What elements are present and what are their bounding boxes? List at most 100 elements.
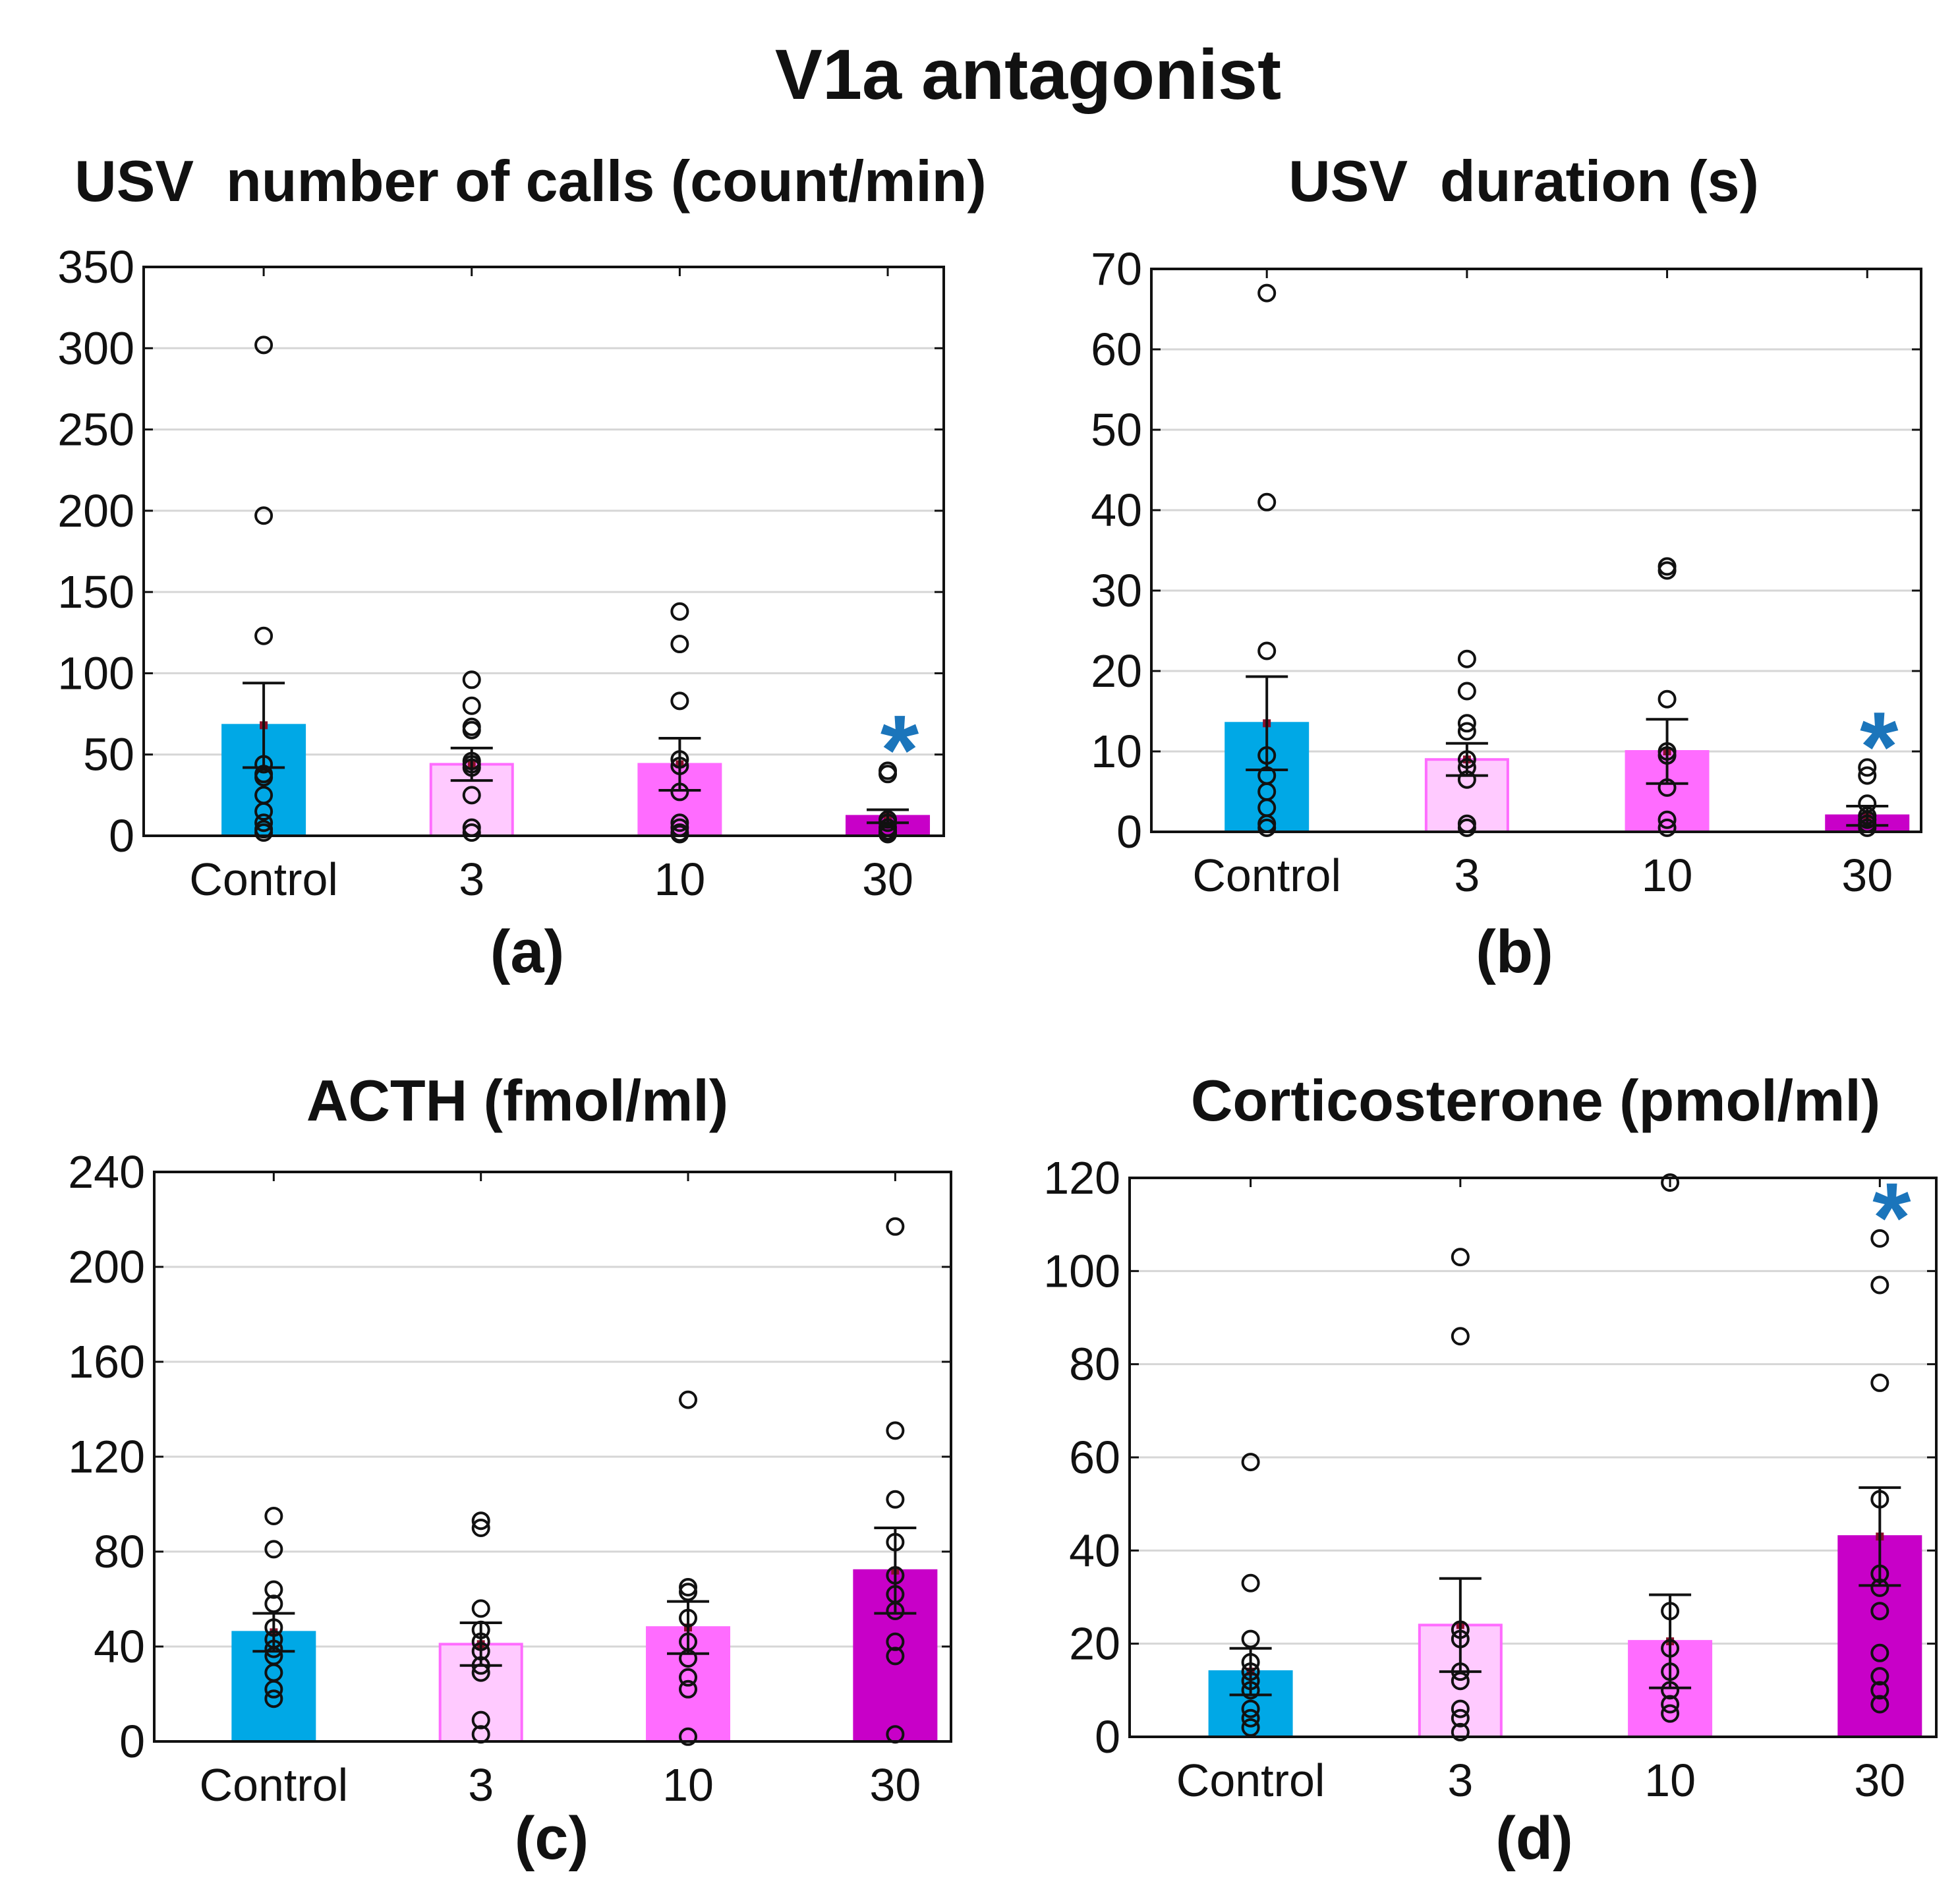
y-tick-label: 150 xyxy=(57,566,134,618)
y-tick-label: 10 xyxy=(1091,726,1142,777)
data-point xyxy=(1870,1602,1889,1621)
x-tick-label: 3 xyxy=(468,1759,494,1811)
x-tick-label: 30 xyxy=(869,1759,921,1811)
data-point xyxy=(1451,1629,1470,1649)
data-point xyxy=(254,506,274,525)
data-point xyxy=(462,786,481,805)
data-point xyxy=(1257,641,1277,660)
data-point xyxy=(1451,1699,1470,1718)
data-point xyxy=(1451,1662,1470,1681)
panel-a-title: USV number of calls (count/min) xyxy=(74,148,987,214)
data-point xyxy=(1870,1667,1889,1686)
data-point xyxy=(1661,1695,1680,1714)
panel-b-plot: Control 3 10 30 * 0 10 20 30 40 50 60 70 xyxy=(1091,243,1922,901)
data-point xyxy=(1661,1704,1680,1723)
data-point xyxy=(1657,561,1677,580)
data-point xyxy=(679,1679,698,1699)
data-point xyxy=(1870,1229,1889,1248)
y-tick-label: 0 xyxy=(109,810,134,861)
data-point xyxy=(886,1566,905,1585)
data-point xyxy=(679,1583,698,1602)
data-point xyxy=(1457,682,1476,701)
data-point xyxy=(1241,1681,1260,1700)
data-point xyxy=(1870,1275,1889,1295)
x-tick-label: 3 xyxy=(459,854,484,905)
data-point xyxy=(254,755,274,774)
panel-c-plot: Control 3 10 30 0 40 80 120 160 200 240 xyxy=(68,1146,952,1811)
data-point xyxy=(1858,758,1877,777)
data-point xyxy=(471,1511,490,1531)
data-point xyxy=(471,1599,490,1618)
data-point xyxy=(264,1594,283,1614)
data-point xyxy=(1451,1327,1470,1346)
x-tick-label: 30 xyxy=(1841,850,1893,901)
data-point xyxy=(1241,1573,1260,1592)
data-point xyxy=(1657,818,1677,837)
chart-panel-c: ACTH (fmol/ml) Control 3 10 30 0 40 80 120 160 20… xyxy=(68,1068,952,1872)
significance-star: * xyxy=(1860,691,1899,802)
data-point xyxy=(264,1507,283,1525)
data-point xyxy=(1257,746,1277,765)
data-point xyxy=(1870,1643,1889,1662)
data-point xyxy=(462,758,481,777)
y-tick-label: 80 xyxy=(1069,1339,1120,1390)
data-point xyxy=(670,750,689,769)
y-tick-label: 250 xyxy=(57,404,134,455)
panel-a-label: (a) xyxy=(490,918,564,985)
x-tick-label: 10 xyxy=(1644,1755,1696,1806)
chart-panel-d: Corticosterone (pmol/ml) Control 3 10 30*02… xyxy=(1043,1068,1938,1872)
data-point xyxy=(254,802,274,821)
axes-frame xyxy=(1150,268,1922,833)
data-point xyxy=(886,1602,905,1620)
y-tick-label: 70 xyxy=(1091,243,1142,295)
panel-c-label: (c) xyxy=(515,1805,589,1872)
data-point xyxy=(670,602,689,621)
data-point xyxy=(1457,758,1476,777)
y-tick-label: 200 xyxy=(68,1241,145,1293)
y-tick-label: 120 xyxy=(68,1431,145,1482)
data-point xyxy=(1870,1578,1889,1597)
panel-c-title: ACTH (fmol/ml) xyxy=(306,1068,728,1133)
significance-star: * xyxy=(880,694,919,805)
data-point xyxy=(1457,750,1476,769)
x-tick-label: 10 xyxy=(1642,850,1693,901)
data-point xyxy=(886,1217,905,1236)
data-point xyxy=(471,1656,490,1675)
y-tick-label: 40 xyxy=(1069,1525,1120,1576)
data-point xyxy=(264,1540,283,1559)
x-tick-label: Control xyxy=(200,1759,349,1811)
data-point xyxy=(670,782,689,802)
data-point xyxy=(1661,1662,1680,1681)
panel-a-plot: Control 3 10 30 * 0 50 100 150 200 250 300 350 xyxy=(57,241,945,905)
panel-d-label: (d) xyxy=(1495,1805,1572,1872)
y-tick-label: 100 xyxy=(57,647,134,699)
data-point xyxy=(1870,1681,1889,1700)
data-point xyxy=(879,765,898,784)
y-tick-label: 350 xyxy=(57,241,134,293)
x-tick-label: 30 xyxy=(1854,1755,1905,1806)
data-point xyxy=(1241,1662,1260,1681)
data-point xyxy=(679,1390,698,1409)
y-tick-label: 30 xyxy=(1091,565,1142,616)
y-tick-label: 50 xyxy=(83,729,134,780)
data-point xyxy=(679,1649,698,1668)
data-point xyxy=(1661,1173,1680,1192)
data-point xyxy=(1657,810,1677,829)
y-tick-label: 60 xyxy=(1069,1432,1120,1483)
data-point xyxy=(1661,1602,1680,1621)
data-point xyxy=(471,1663,490,1682)
data-point xyxy=(679,1608,698,1627)
chart-panel-a: USV number of calls (count/min) Control 3… xyxy=(57,148,987,985)
data-point xyxy=(264,1679,283,1699)
data-point xyxy=(1858,766,1877,785)
data-point xyxy=(471,1642,490,1661)
data-point xyxy=(670,813,689,832)
data-point xyxy=(886,1490,905,1509)
data-point xyxy=(1870,1490,1889,1509)
data-point xyxy=(886,1647,905,1666)
data-point xyxy=(1457,770,1476,789)
y-tick-label: 20 xyxy=(1091,645,1142,697)
data-point xyxy=(1870,1695,1889,1714)
data-point xyxy=(462,696,481,715)
data-point xyxy=(1657,746,1677,765)
